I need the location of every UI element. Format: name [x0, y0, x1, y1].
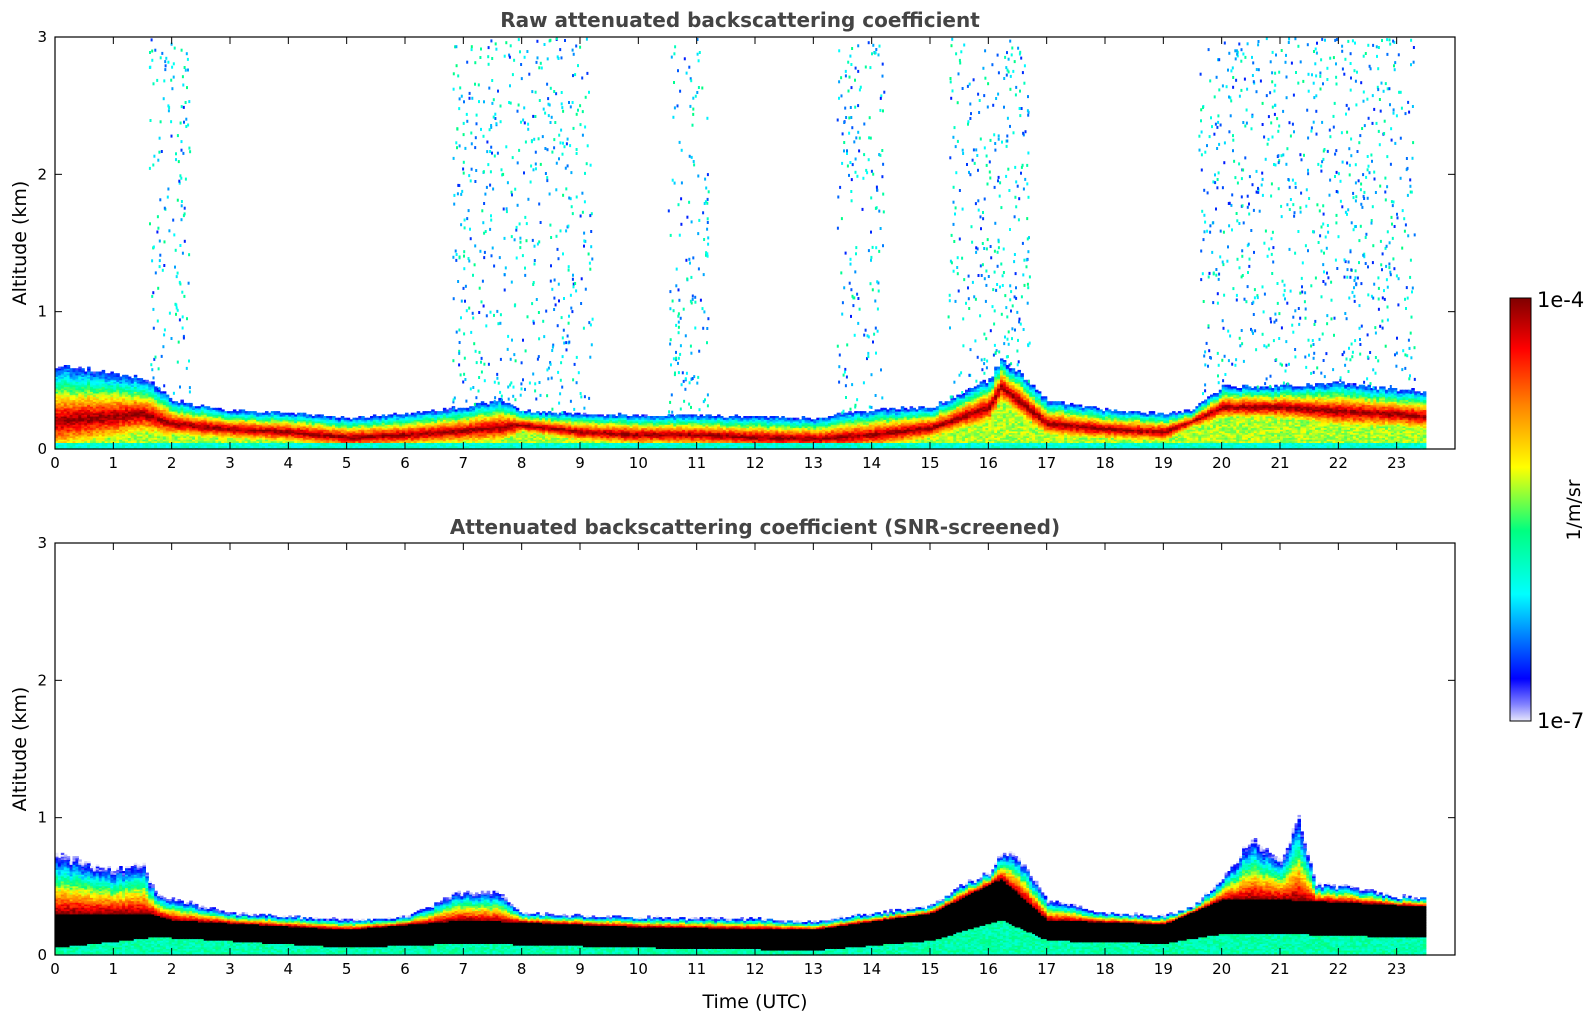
heatmap-cell [189, 403, 193, 405]
heatmap-cell [516, 408, 520, 410]
heatmap-cell [131, 378, 135, 380]
heatmap-cell [163, 391, 167, 393]
heatmap-cell [221, 409, 225, 411]
heatmap-cell [148, 381, 152, 383]
heatmap-cell [169, 398, 173, 400]
heatmap-cell [528, 409, 532, 411]
heatmap-cell [87, 367, 91, 369]
heatmap-cell [166, 395, 170, 397]
heatmap-cell [414, 413, 418, 415]
heatmap-cell [326, 416, 330, 418]
heatmap-cell [519, 411, 523, 413]
heatmap-cell [116, 373, 120, 375]
heatmap-cell [501, 401, 505, 403]
heatmap-cell [274, 411, 278, 413]
heatmap-cell [291, 413, 295, 415]
heatmap-cell [67, 365, 71, 367]
heatmap-cell [239, 409, 243, 411]
heatmap-cell [309, 414, 313, 416]
heatmap-cell [102, 370, 106, 372]
panel-title: Raw attenuated backscattering coefficien… [500, 8, 980, 32]
heatmap-cell [204, 406, 208, 408]
heatmap-cell [256, 413, 260, 415]
heatmap-cell [466, 408, 470, 410]
heatmap-cell [96, 372, 100, 374]
heatmap-cell [554, 413, 558, 415]
heatmap-cell [536, 411, 540, 413]
heatmap-cell [183, 403, 187, 405]
heatmap-cell [61, 367, 65, 369]
heatmap-cell [151, 381, 155, 383]
heatmap-cell [431, 409, 435, 411]
heatmap-cell [396, 414, 400, 416]
heatmap-cell [449, 408, 453, 410]
heatmap-cell [180, 400, 184, 402]
heatmap-cell [484, 403, 488, 405]
heatmap-cell [379, 416, 383, 418]
raw-heatmap [55, 37, 1426, 450]
heatmap-cell [78, 367, 82, 369]
heatmap-cell [113, 373, 117, 375]
raw-backscatter-panel: Raw attenuated backscattering coefficien… [9, 8, 1455, 472]
heatmap-cell [134, 375, 138, 377]
heatmap-cell [81, 368, 85, 370]
heatmap-cell [361, 416, 365, 418]
heatmap-cell [344, 418, 348, 420]
